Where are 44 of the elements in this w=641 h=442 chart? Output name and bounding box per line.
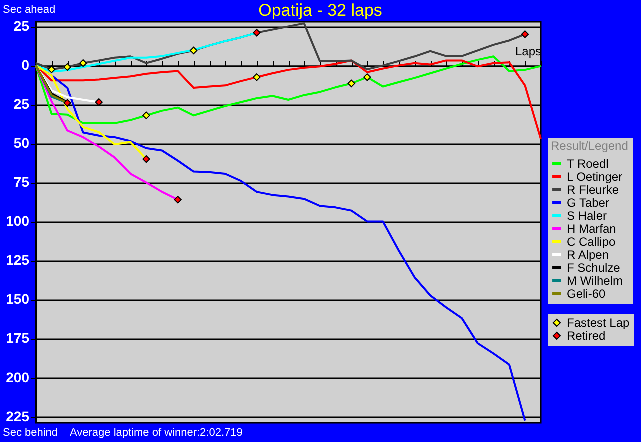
y-tick-label: 125 [6, 252, 30, 268]
point [48, 66, 56, 74]
point [364, 74, 372, 82]
legend-label: R Alpen [567, 248, 610, 262]
text: Average laptime of winner:2:02.719 [70, 427, 243, 439]
legend-label: L Oetinger [567, 170, 623, 184]
y-tick-label: 200 [6, 369, 30, 386]
point [64, 63, 72, 72]
y-tick-label: 25 [14, 96, 30, 112]
point [253, 74, 261, 82]
y-tick-label: 75 [14, 174, 30, 190]
legend-label: M Wilhelm [567, 274, 623, 288]
legend-label: Retired [567, 329, 606, 343]
y-tick-label: 175 [6, 330, 30, 346]
point [142, 112, 150, 120]
y-tick-label: 100 [6, 213, 30, 230]
point [190, 46, 198, 55]
legend-title: Result/Legend [551, 139, 628, 153]
legend-label: Fastest Lap [567, 316, 630, 330]
y-tick-label: 225 [6, 408, 30, 424]
point [64, 99, 72, 107]
legend-label: F Schulze [567, 261, 621, 275]
legend-label: H Marfan [567, 222, 616, 236]
y-tick-label: 150 [6, 291, 30, 308]
legend-label: C Callipo [567, 235, 616, 249]
y-tick-label: 25 [14, 18, 30, 34]
point [95, 98, 103, 106]
text: Sec behind [3, 427, 58, 439]
y-tick-label: 0 [22, 57, 30, 74]
point [142, 155, 150, 164]
point [521, 30, 530, 38]
chart-title: Opatija - 32 laps [258, 1, 382, 20]
legend-label: Geli-60 [567, 287, 606, 301]
point [348, 80, 356, 88]
point [174, 196, 182, 204]
y-axis-title: Sec ahead [3, 4, 56, 16]
legend-label: G Taber [567, 196, 610, 210]
y-tick-label: 50 [14, 135, 30, 152]
x-axis-title: Laps [515, 44, 542, 59]
legend-label: S Haler [567, 209, 608, 223]
point [253, 29, 261, 37]
legend-label: T Roedl [567, 157, 609, 171]
legend-label: R Fleurke [567, 183, 620, 197]
point [79, 59, 88, 68]
